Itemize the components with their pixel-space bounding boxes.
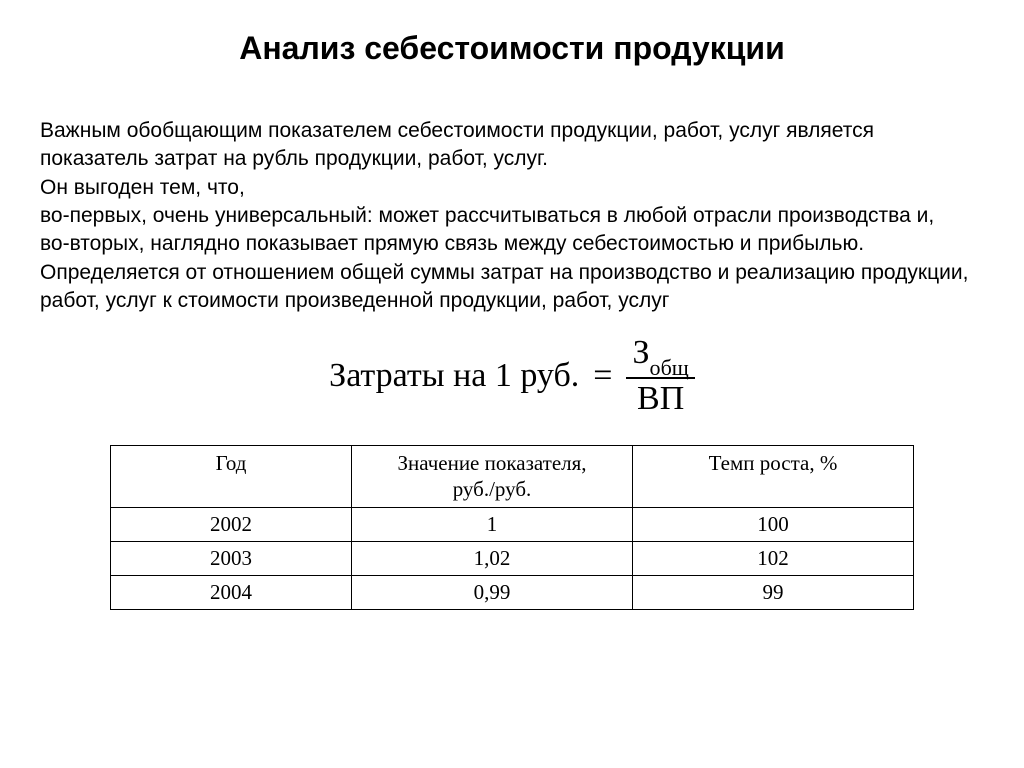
table-row: 2004 0,99 99: [111, 575, 914, 609]
cell-year: 2004: [111, 575, 352, 609]
formula-denominator: ВП: [631, 381, 690, 417]
formula-lhs: Затраты на 1 руб.: [329, 357, 579, 395]
cell-value: 1: [352, 507, 633, 541]
table-row: 2003 1,02 102: [111, 541, 914, 575]
cell-value: 1,02: [352, 541, 633, 575]
table-header-row: Год Значение показателя,руб./руб. Темп р…: [111, 446, 914, 508]
formula-equals: =: [593, 357, 612, 395]
formula-lhs-mid: 1: [495, 357, 512, 394]
table-header-rate: Темп роста, %: [633, 446, 914, 508]
data-table: Год Значение показателя,руб./руб. Темп р…: [110, 445, 914, 610]
formula-numerator: Зобщ: [626, 335, 694, 375]
cell-rate: 99: [633, 575, 914, 609]
slide: Анализ себестоимости продукции Важным об…: [0, 0, 1024, 768]
intro-paragraph: Важным обобщающим показателем себестоимо…: [40, 117, 984, 315]
cell-rate: 100: [633, 507, 914, 541]
cell-year: 2002: [111, 507, 352, 541]
page-title: Анализ себестоимости продукции: [40, 30, 984, 67]
table-row: 2002 1 100: [111, 507, 914, 541]
formula-lhs-unit: руб.: [520, 357, 579, 394]
formula-numerator-sub: общ: [650, 355, 689, 380]
cell-rate: 102: [633, 541, 914, 575]
formula-lhs-prefix: Затраты на: [329, 357, 486, 394]
cell-year: 2003: [111, 541, 352, 575]
formula-fraction: Зобщ ВП: [626, 335, 694, 417]
formula-numerator-main: З: [632, 334, 649, 371]
cell-value: 0,99: [352, 575, 633, 609]
formula: Затраты на 1 руб. = Зобщ ВП: [40, 335, 984, 417]
table-header-year: Год: [111, 446, 352, 508]
table-header-value: Значение показателя,руб./руб.: [352, 446, 633, 508]
